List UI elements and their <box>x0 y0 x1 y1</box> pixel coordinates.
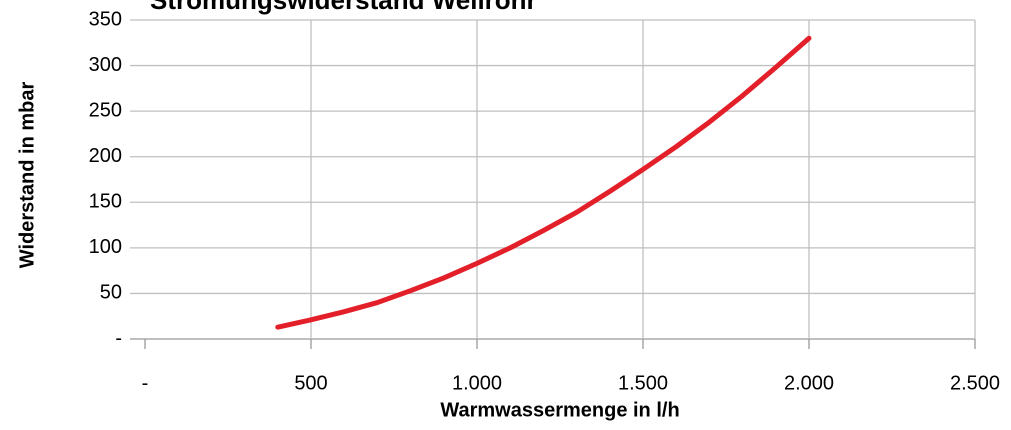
x-tick-label: 2.500 <box>950 372 1000 394</box>
y-tick-label: 350 <box>89 8 122 30</box>
y-tick-label: 300 <box>89 54 122 76</box>
x-tick-label: - <box>142 372 149 394</box>
y-tick-label: 100 <box>89 236 122 258</box>
chart-title: Strömungswiderstand Wellrohr <box>150 0 537 15</box>
y-tick-label: 200 <box>89 145 122 167</box>
y-tick-label: 150 <box>89 191 122 213</box>
x-tick-label: 1.000 <box>452 372 502 394</box>
y-tick-label: 250 <box>89 99 122 121</box>
x-tick-label: 500 <box>294 372 327 394</box>
x-tick-label: 1.500 <box>618 372 668 394</box>
x-axis-label: Warmwassermenge in l/h <box>440 399 679 421</box>
data-line <box>275 35 812 330</box>
y-tick-label: 50 <box>100 282 122 304</box>
y-tick-label: - <box>115 327 122 349</box>
y-axis-label: Widerstand in mbar <box>16 82 38 269</box>
x-tick-label: 2.000 <box>784 372 834 394</box>
